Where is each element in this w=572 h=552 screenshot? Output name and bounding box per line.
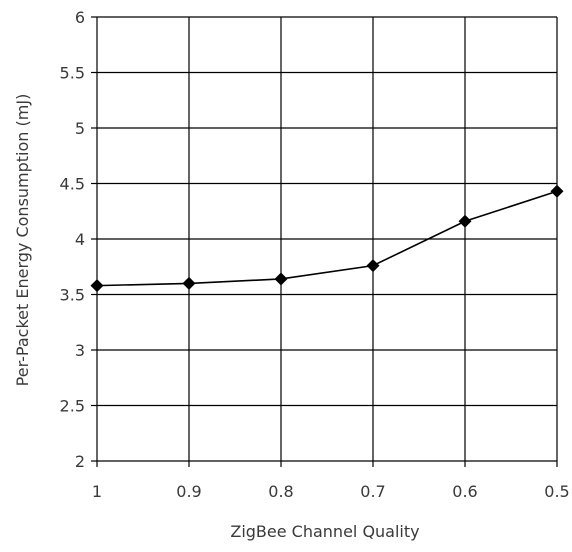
data-point-marker (182, 276, 196, 290)
series-line-layer (96, 190, 558, 287)
grid (91, 16, 558, 467)
y-tick-labels: 2 2.5 3 3.5 4 4.5 5 5.5 6 (60, 8, 85, 471)
x-tick-label: 0.8 (268, 482, 293, 501)
y-tick-label: 3 (75, 341, 85, 360)
y-tick-label: 5.5 (60, 64, 85, 83)
y-tick-label: 3.5 (60, 286, 85, 305)
y-tick-label: 4 (75, 230, 85, 249)
x-tick-label: 0.9 (176, 482, 201, 501)
x-tick-label: 0.5 (544, 482, 569, 501)
y-tick-label: 5 (75, 119, 85, 138)
x-axis-title: ZigBee Channel Quality (230, 522, 419, 541)
data-point-marker (458, 214, 472, 228)
y-tick-label: 4.5 (60, 175, 85, 194)
x-tick-label: 1 (92, 482, 102, 501)
y-tick-label: 6 (75, 8, 85, 27)
x-tick-label: 0.6 (452, 482, 477, 501)
y-tick-label: 2.5 (60, 397, 85, 416)
data-point-marker (550, 184, 564, 198)
data-point-marker (90, 279, 104, 293)
data-point-marker (274, 272, 288, 286)
series-markers (90, 184, 564, 293)
x-tick-label: 0.7 (360, 482, 385, 501)
series-line (96, 190, 558, 287)
data-point-marker (366, 259, 380, 273)
y-axis-title: Per-Packet Energy Consumption (mJ) (13, 94, 32, 387)
x-tick-labels: 1 0.9 0.8 0.7 0.6 0.5 (92, 482, 570, 501)
y-tick-label: 2 (75, 452, 85, 471)
